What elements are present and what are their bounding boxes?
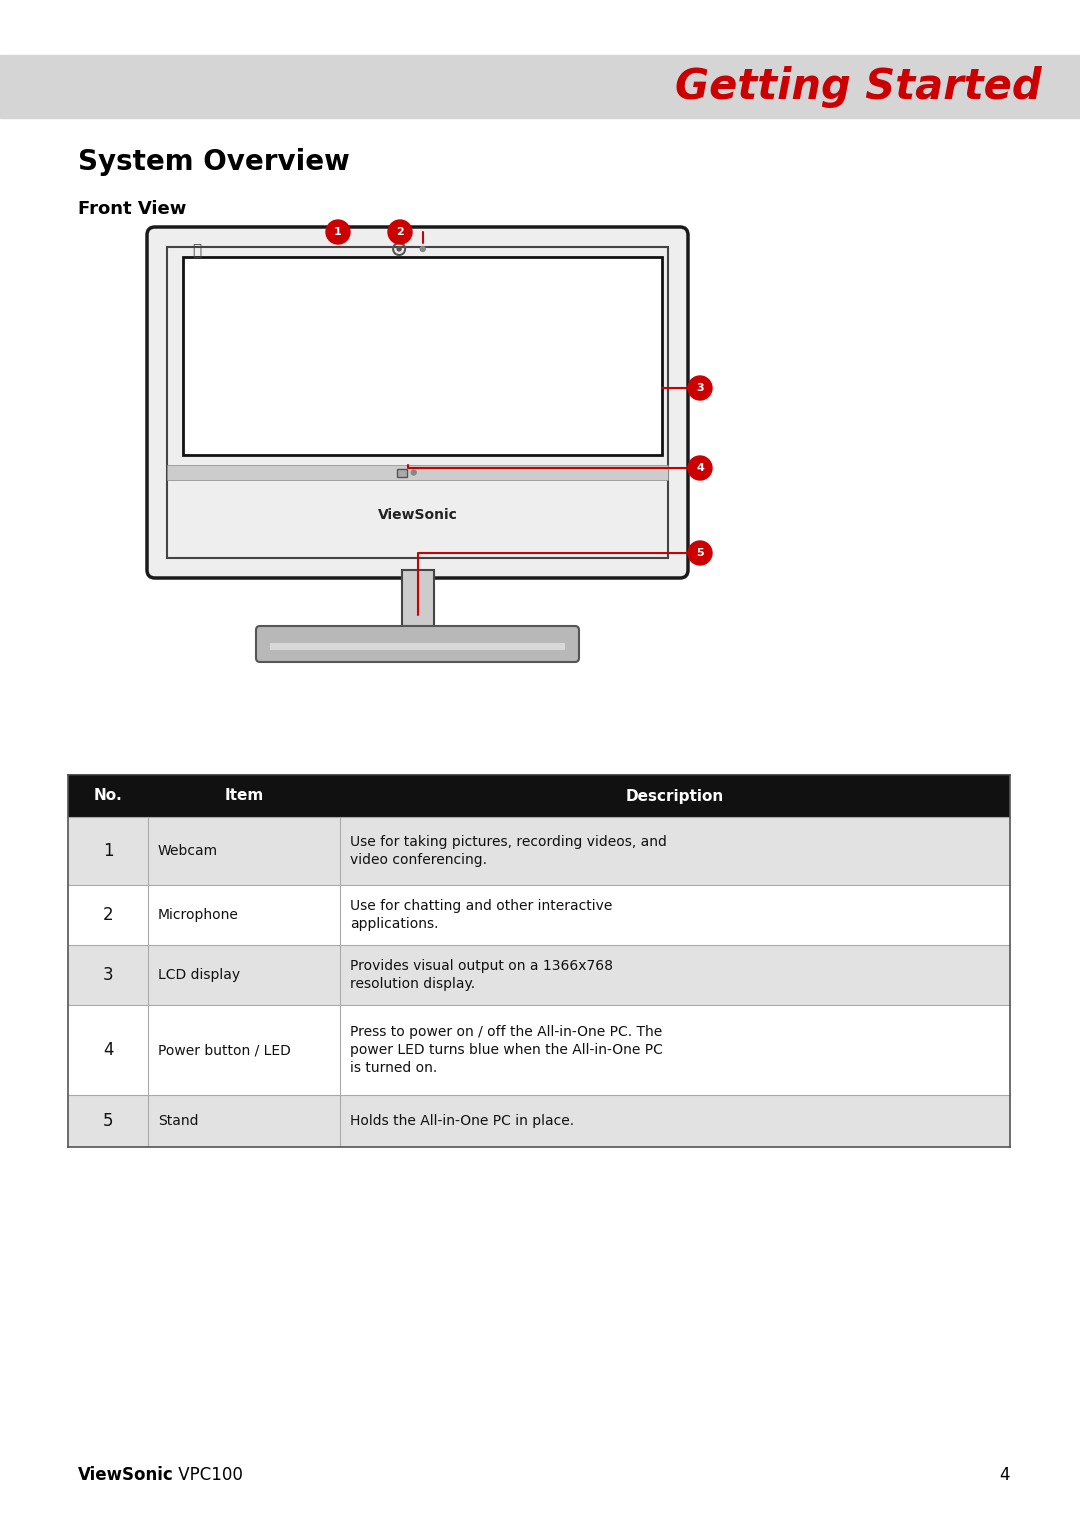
Circle shape bbox=[411, 470, 416, 475]
Text: 4: 4 bbox=[697, 463, 704, 473]
Text: Use for taking pictures, recording videos, and: Use for taking pictures, recording video… bbox=[350, 835, 666, 849]
Text: 3: 3 bbox=[103, 967, 113, 983]
Text: Microphone: Microphone bbox=[158, 909, 239, 922]
Circle shape bbox=[688, 376, 712, 400]
Bar bbox=[402, 570, 433, 631]
Text: Power button / LED: Power button / LED bbox=[158, 1043, 291, 1057]
Circle shape bbox=[688, 541, 712, 565]
Text: Webcam: Webcam bbox=[158, 844, 218, 858]
Text: video conferencing.: video conferencing. bbox=[350, 854, 487, 867]
Circle shape bbox=[326, 220, 350, 244]
Text: VPC100: VPC100 bbox=[173, 1466, 243, 1484]
Text: LCD display: LCD display bbox=[158, 968, 240, 982]
Text: 4: 4 bbox=[103, 1041, 113, 1060]
Text: 1: 1 bbox=[334, 228, 342, 237]
Text: is turned on.: is turned on. bbox=[350, 1061, 437, 1075]
Text: 3: 3 bbox=[697, 383, 704, 392]
Bar bbox=[68, 886, 1010, 945]
Text: power LED turns blue when the All-in-One PC: power LED turns blue when the All-in-One… bbox=[350, 1043, 663, 1057]
Bar bbox=[68, 1005, 1010, 1095]
Bar bbox=[396, 469, 407, 476]
Bar bbox=[68, 776, 1010, 817]
Circle shape bbox=[420, 246, 426, 252]
Bar bbox=[167, 466, 669, 479]
Circle shape bbox=[688, 457, 712, 479]
Bar bbox=[68, 945, 1010, 1005]
Text: Getting Started: Getting Started bbox=[675, 66, 1042, 107]
Circle shape bbox=[388, 220, 411, 244]
Text: 2: 2 bbox=[396, 228, 404, 237]
Text: resolution display.: resolution display. bbox=[350, 977, 475, 991]
Text: ViewSonic: ViewSonic bbox=[378, 508, 458, 522]
Text: Description: Description bbox=[626, 788, 724, 803]
Text: 5: 5 bbox=[697, 548, 704, 557]
Text: 2: 2 bbox=[103, 906, 113, 924]
Bar bbox=[183, 257, 662, 455]
Text: 1: 1 bbox=[103, 841, 113, 860]
Text: No.: No. bbox=[94, 788, 122, 803]
Text: Front View: Front View bbox=[78, 200, 187, 218]
Text: ᯤ: ᯤ bbox=[192, 243, 202, 258]
Bar bbox=[68, 817, 1010, 886]
FancyBboxPatch shape bbox=[147, 228, 688, 579]
Text: ViewSonic: ViewSonic bbox=[78, 1466, 174, 1484]
Text: Provides visual output on a 1366x768: Provides visual output on a 1366x768 bbox=[350, 959, 613, 973]
Text: Item: Item bbox=[225, 788, 264, 803]
Text: System Overview: System Overview bbox=[78, 148, 350, 176]
Bar bbox=[167, 247, 669, 557]
Bar bbox=[270, 643, 565, 651]
Text: Stand: Stand bbox=[158, 1115, 199, 1128]
FancyBboxPatch shape bbox=[256, 626, 579, 663]
Text: Holds the All-in-One PC in place.: Holds the All-in-One PC in place. bbox=[350, 1115, 575, 1128]
Text: Use for chatting and other interactive: Use for chatting and other interactive bbox=[350, 899, 612, 913]
Bar bbox=[0, 55, 1080, 118]
Text: Press to power on / off the All-in-One PC. The: Press to power on / off the All-in-One P… bbox=[350, 1025, 662, 1038]
Text: 5: 5 bbox=[103, 1112, 113, 1130]
Circle shape bbox=[397, 247, 401, 250]
Text: 4: 4 bbox=[999, 1466, 1010, 1484]
Text: applications.: applications. bbox=[350, 918, 438, 931]
Bar bbox=[68, 1095, 1010, 1147]
